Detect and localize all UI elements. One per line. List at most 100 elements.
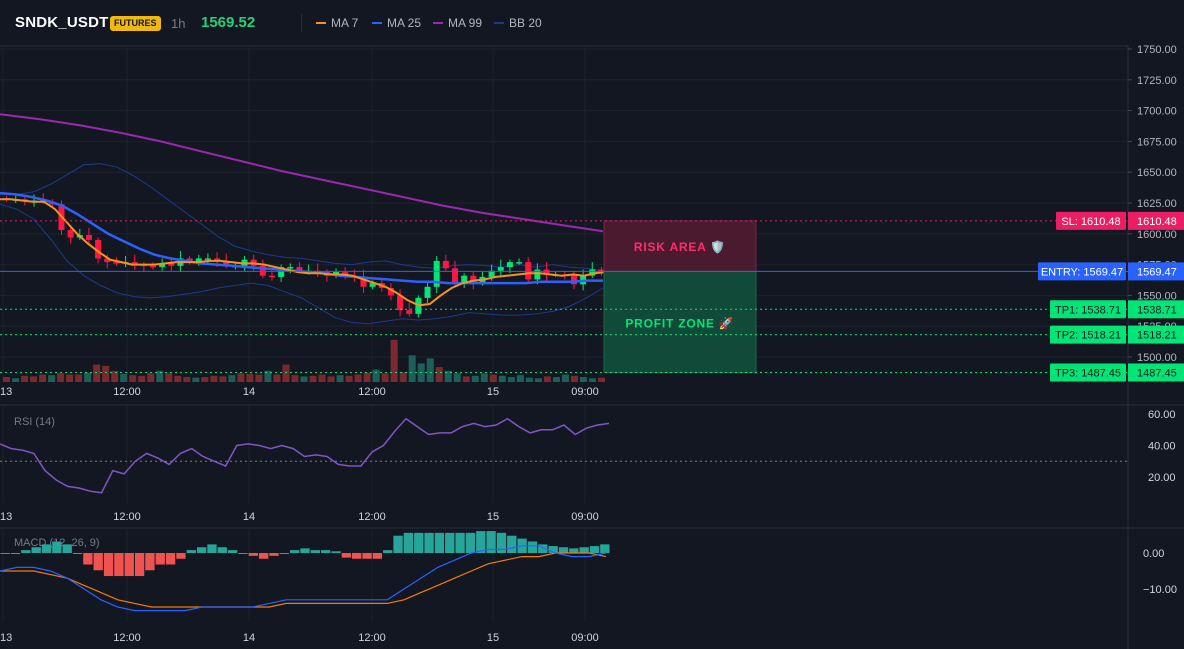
macd-histogram-bar [558, 547, 569, 553]
futures-badge: FUTURES [110, 16, 161, 31]
risk-area-label: RISK AREA 🛡️ [634, 240, 726, 254]
candle-body [342, 271, 349, 276]
macd-histogram-bar [83, 553, 93, 565]
profit-zone-label: PROFIT ZONE 🚀 [625, 316, 734, 330]
price-tick-label: 1550.00 [1137, 290, 1177, 302]
candle-body [433, 260, 440, 287]
time-label-main: 15 [487, 386, 499, 398]
macd-line [0, 545, 607, 612]
volume-bar [264, 370, 272, 382]
volume-bar [39, 374, 47, 382]
candle-body [360, 276, 367, 287]
candle-body [461, 275, 468, 284]
volume-bar [21, 375, 29, 382]
ma7-line [0, 198, 607, 307]
volume-bar [471, 375, 479, 382]
volume-bar [462, 376, 470, 382]
level-tag-label-sl: SL: 1610.48 [1061, 216, 1120, 228]
volume-bar [84, 372, 92, 382]
time-label-rsi: 15 [487, 511, 499, 523]
ma99-line [0, 113, 604, 233]
macd-histogram-bar [145, 553, 155, 571]
volume-bar [588, 378, 596, 382]
candle-body [287, 267, 294, 269]
macd-histogram-bar [579, 547, 589, 553]
legend-ma25[interactable]: MA 25 [372, 16, 421, 30]
volume-bar [363, 372, 371, 382]
macd-histogram-bar [10, 553, 21, 554]
volume-bar [48, 375, 56, 382]
macd-histogram-bar [424, 532, 434, 553]
time-label-macd: 12:00 [113, 632, 141, 644]
macd-histogram-bar [134, 553, 145, 577]
candle-body [95, 239, 102, 259]
volume-bar [489, 374, 497, 382]
volume-bar [147, 373, 155, 382]
volume-bar [174, 375, 182, 382]
candle-body [268, 275, 275, 278]
macd-histogram-bar [569, 548, 579, 553]
time-label-rsi: 09:00 [571, 511, 599, 523]
time-label-main: 13 [0, 386, 12, 398]
volume-bar [543, 376, 551, 382]
volume-bar [228, 375, 236, 382]
level-price-label-entry: 1569.47 [1137, 266, 1177, 278]
time-label-main: 12:00 [358, 386, 386, 398]
price-tick-label: 1650.00 [1137, 167, 1177, 179]
level-price-label-tp2: 1518.21 [1137, 330, 1177, 342]
rsi-tick-label: 60.00 [1148, 409, 1176, 421]
macd-histogram-bar [269, 553, 279, 556]
volume-bar [507, 377, 515, 382]
volume-bar [372, 369, 380, 382]
legend-ma7[interactable]: MA 7 [316, 16, 358, 30]
volume-bar [165, 373, 173, 382]
macd-histogram-bar [124, 553, 134, 577]
volume-bar [399, 372, 407, 382]
volume-bar [381, 373, 389, 382]
volume-bar [390, 339, 398, 382]
macd-histogram-bar [445, 532, 455, 553]
level-tag-tp3 [1050, 363, 1126, 382]
macd-histogram-bar [114, 553, 124, 577]
level-price-label-tp3: 1487.45 [1137, 367, 1177, 379]
candle-body [406, 310, 413, 314]
volume-bar [291, 375, 299, 382]
header-divider [301, 14, 302, 32]
volume-bar [273, 374, 281, 382]
legend-ma99-label: MA 99 [448, 16, 483, 30]
candle-body [570, 275, 577, 285]
volume-bar [300, 376, 308, 382]
volume-bar [453, 373, 461, 382]
time-label-rsi: 13 [0, 511, 12, 523]
macd-histogram-bar [52, 541, 62, 553]
price-tick-label: 1600.00 [1137, 229, 1177, 241]
candle-body [397, 295, 404, 311]
macd-histogram-bar [434, 532, 445, 553]
macd-histogram-bar [589, 546, 600, 553]
price-tick-label: 1675.00 [1137, 136, 1177, 148]
candle-body [525, 262, 532, 280]
level-price-tag-sl [1128, 211, 1184, 230]
legend-ma99[interactable]: MA 99 [433, 16, 482, 30]
macd-histogram-bar [383, 550, 393, 553]
candle-body [598, 269, 605, 272]
candle-body [442, 260, 449, 269]
bb20-swatch-icon [494, 21, 504, 24]
macd-histogram-bar [393, 535, 403, 553]
candle-body [85, 235, 92, 240]
legend-bb20[interactable]: BB 20 [494, 16, 542, 30]
macd-histogram-bar [352, 553, 362, 559]
volume-bar [480, 373, 488, 382]
level-price-tag-entry [1128, 262, 1184, 281]
volume-bar [201, 377, 209, 382]
time-label-main: 09:00 [571, 386, 599, 398]
volume-bar [66, 374, 74, 382]
level-tag-tp1 [1050, 300, 1126, 319]
macd-histogram-bar [507, 535, 517, 553]
symbol-name[interactable]: SNDK_USDT [15, 14, 109, 31]
interval-selector[interactable]: 1h [171, 16, 186, 31]
volume-bar [93, 364, 101, 382]
volume-bar [75, 374, 83, 382]
candle-body [452, 268, 458, 284]
